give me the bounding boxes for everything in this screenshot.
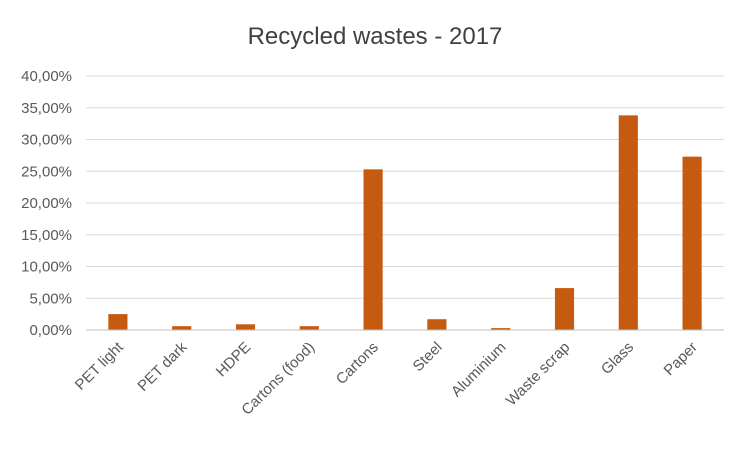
bar (427, 319, 447, 330)
x-tick-label: PET light (72, 338, 127, 393)
y-tick-label: 15,00% (21, 227, 72, 244)
y-tick-label: 5,00% (29, 290, 72, 307)
y-tick-label: 30,00% (21, 132, 72, 149)
y-tick-label: 10,00% (21, 259, 72, 276)
bar (618, 115, 638, 331)
bar (172, 326, 192, 330)
y-tick-label: 35,00% (21, 100, 72, 117)
x-tick-label: Steel (410, 339, 446, 375)
x-tick-label: HDPE (213, 339, 254, 380)
x-tick-label: Aluminium (448, 339, 510, 401)
bar (235, 324, 256, 330)
bar (554, 288, 575, 330)
y-tick-label: 40,00% (21, 68, 72, 85)
x-tick-label: Paper (661, 339, 701, 379)
y-tick-label: 25,00% (21, 163, 72, 180)
x-tick-label: Glass (598, 339, 637, 378)
gridlines (86, 75, 724, 299)
bar (363, 169, 383, 330)
y-tick-label: 20,00% (21, 195, 72, 212)
y-axis-ticks: 0,00% 5,00% 10,00% 15,00% 20,00% 25,00% 30,00%… (21, 68, 72, 339)
bars (108, 115, 702, 331)
x-tick-label: Waste scrap (503, 339, 574, 410)
bar (682, 156, 702, 330)
bar (299, 326, 319, 330)
bar (108, 314, 128, 330)
y-tick-label: 0,00% (29, 322, 72, 339)
x-tick-label: PET dark (134, 338, 190, 394)
bar (491, 328, 511, 330)
x-tick-label: Cartons (333, 339, 382, 388)
chart-title: Recycled wastes - 2017 (248, 23, 503, 50)
